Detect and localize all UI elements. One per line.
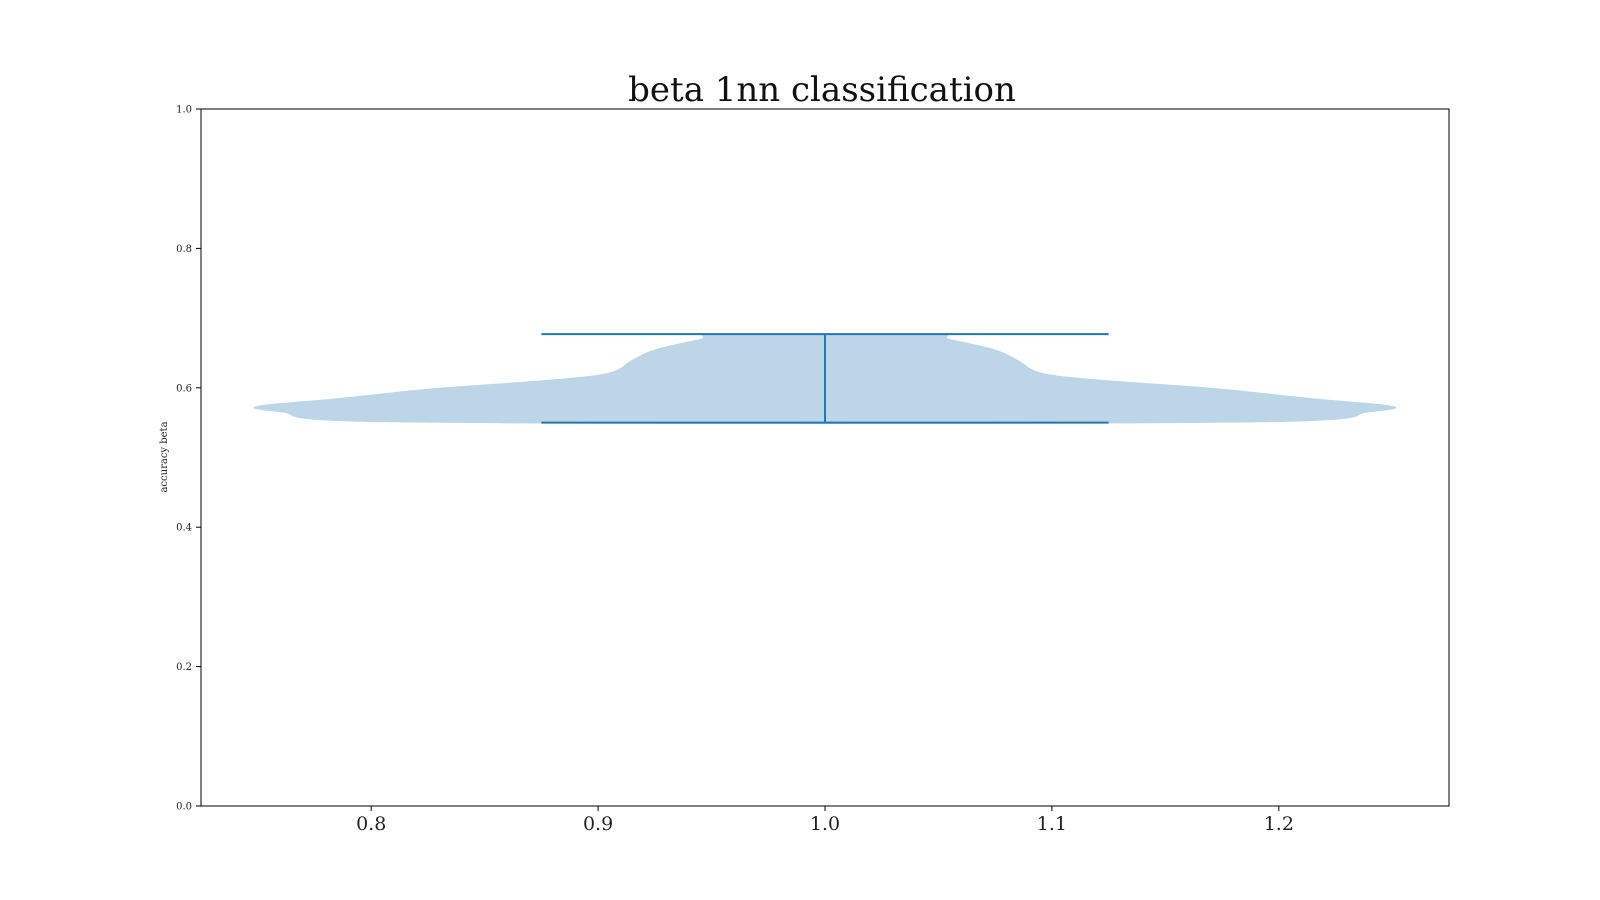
chart-title: beta 1nn classification [628,70,1016,110]
y-axis: 0.0 0.2 0.4 0.6 0.8 1.0 [176,105,201,813]
x-axis: 0.8 0.9 1.0 1.1 1.2 [356,806,1294,835]
y-axis-label: accuracy beta [159,421,170,492]
x-tick-label: 1.0 [810,813,840,835]
y-tick-label: 0.4 [176,523,192,534]
x-tick-label: 0.8 [356,813,386,835]
plot-frame [200,108,1450,807]
violin-layer [253,333,1397,424]
y-tick-label: 0.6 [176,383,192,394]
y-tick-label: 0.8 [176,244,192,255]
x-tick-label: 0.9 [583,813,613,835]
y-tick-label: 1.0 [176,105,192,116]
y-tick-label: 0.0 [176,802,192,813]
x-tick-label: 1.2 [1264,813,1294,835]
y-tick-label: 0.2 [176,662,192,673]
x-tick-label: 1.1 [1037,813,1067,835]
